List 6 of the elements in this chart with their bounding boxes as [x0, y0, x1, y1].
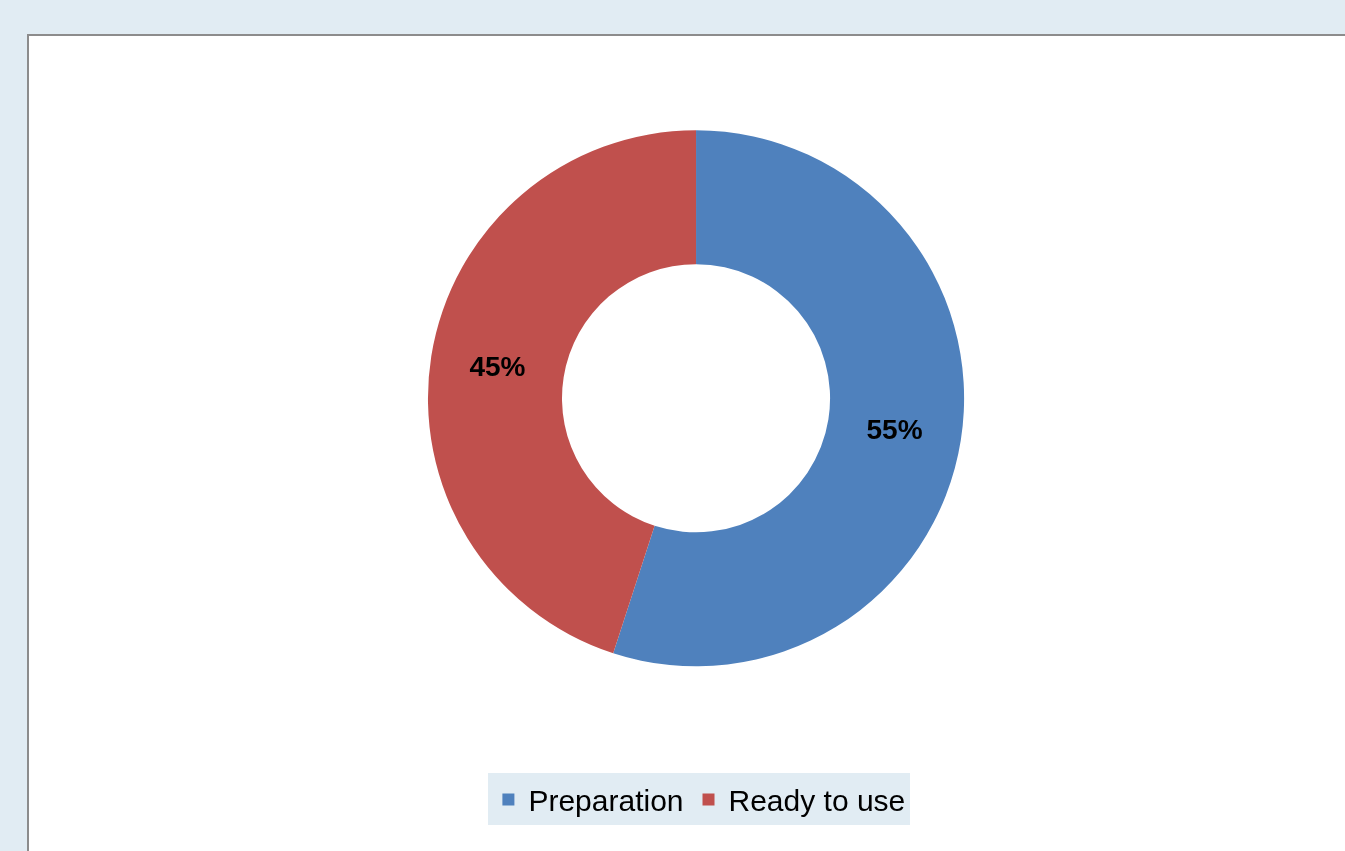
legend-label: Preparation	[528, 784, 684, 818]
donut-slice	[613, 130, 964, 666]
donut-slice	[428, 130, 697, 654]
legend-label: Ready to use	[728, 784, 906, 818]
data-label: 45%	[469, 351, 526, 383]
data-label: 55%	[866, 414, 923, 446]
